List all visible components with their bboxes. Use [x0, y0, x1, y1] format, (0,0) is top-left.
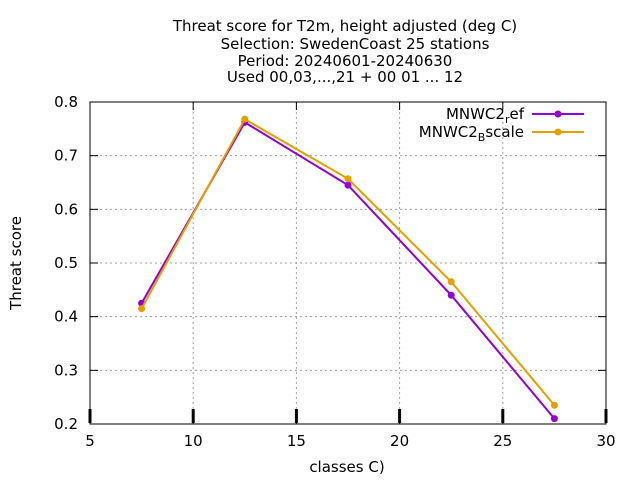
- axis-ticks: 0.2 0.3 0.4 0.5 0.6 0.7 0.8 5 10 15 20 25 30: [54, 93, 615, 450]
- series-layer: [138, 115, 558, 423]
- y-tick-label: 0.3: [54, 361, 78, 379]
- series-line: [140, 121, 556, 420]
- legend-label: MNWC2ref: [446, 105, 525, 126]
- title-line-4: Used 00,03,...,21 + 00 01 ... 12: [227, 68, 463, 86]
- x-tick-label: 30: [596, 432, 615, 450]
- y-tick-label: 0.4: [54, 308, 78, 326]
- legend-label: MNWC2Bscale: [419, 123, 524, 144]
- grid: [90, 102, 606, 424]
- data-point: [447, 278, 455, 286]
- y-tick-label: 0.8: [54, 93, 78, 111]
- data-point: [241, 115, 249, 123]
- x-axis-label: classes C): [309, 458, 384, 476]
- y-tick-label: 0.7: [54, 147, 78, 165]
- chart-title: Threat score for T2m, height adjusted (d…: [172, 17, 517, 86]
- x-tick-label: 15: [287, 432, 306, 450]
- data-point: [344, 181, 352, 189]
- x-tick-label: 10: [184, 432, 203, 450]
- title-line-3: Period: 20240601-20240630: [238, 52, 453, 70]
- legend-swatch-point: [554, 110, 562, 118]
- series-1: [138, 118, 558, 423]
- legend-swatch-point: [554, 128, 562, 136]
- data-point: [550, 401, 558, 409]
- y-tick-label: 0.6: [54, 200, 78, 218]
- title-line-2: Selection: SwedenCoast 25 stations: [221, 35, 490, 53]
- x-tick-label: 20: [390, 432, 409, 450]
- data-point: [447, 291, 455, 299]
- x-tick-label: 25: [493, 432, 512, 450]
- x-tick-label: 5: [85, 432, 95, 450]
- series-line: [140, 117, 556, 406]
- data-point: [138, 305, 146, 313]
- y-tick-label: 0.5: [54, 254, 78, 272]
- y-tick-label: 0.2: [54, 415, 78, 433]
- title-line-1: Threat score for T2m, height adjusted (d…: [172, 17, 517, 35]
- data-point: [550, 415, 558, 423]
- series-2: [138, 115, 558, 409]
- plot-frame: [89, 101, 607, 425]
- data-point: [344, 175, 352, 183]
- y-axis-label: Threat score: [7, 216, 25, 311]
